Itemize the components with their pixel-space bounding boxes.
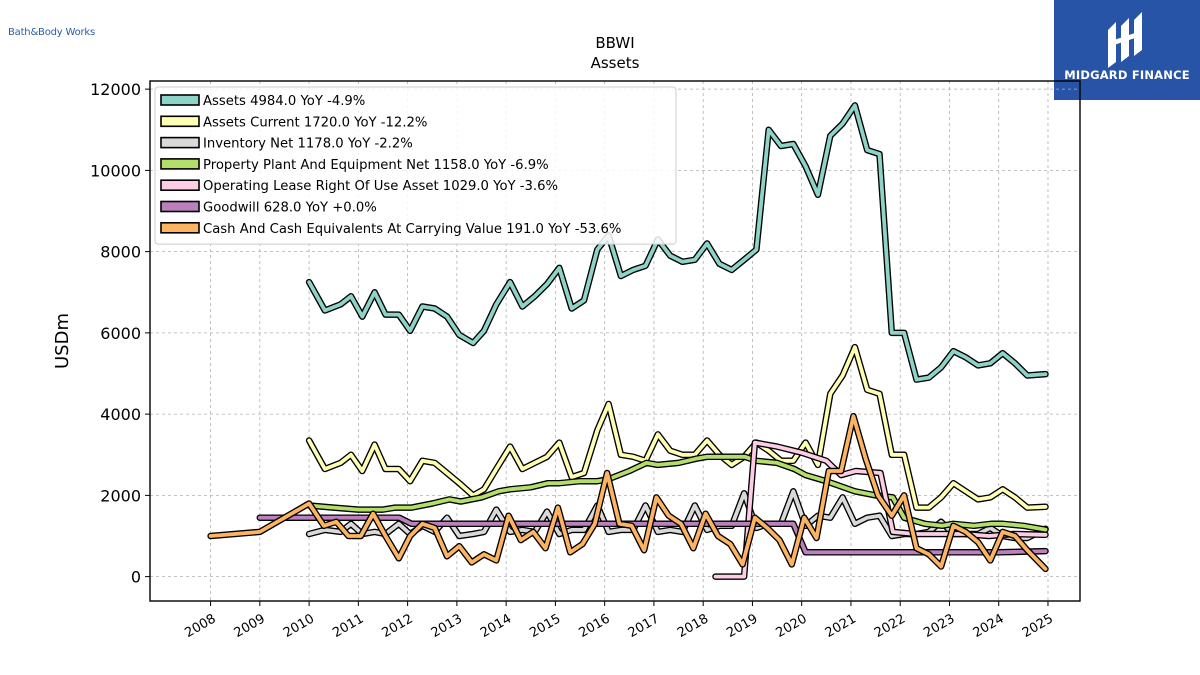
x-tick-label: 2019 (724, 611, 760, 641)
series-line-3 (305, 453, 1049, 533)
x-tick-label: 2020 (774, 611, 810, 641)
series-stroke (307, 103, 1048, 382)
legend-label: Inventory Net 1178.0 YoY -2.2% (203, 137, 413, 152)
x-tick-label: 2025 (1020, 611, 1056, 641)
series-outline (207, 412, 1049, 573)
legend-label: Assets Current 1720.0 YoY -12.2% (203, 115, 427, 130)
x-tick-label: 2014 (478, 611, 514, 641)
legend: Assets 4984.0 YoY -4.9% Assets Current 17… (154, 86, 677, 245)
x-tick-label: 2018 (675, 611, 711, 641)
publisher-logo-icon (1108, 12, 1142, 68)
company-logo-text: Bath&Body Works (8, 27, 96, 38)
legend-swatch (160, 115, 200, 128)
x-tick-label: 2021 (823, 611, 859, 641)
chart-title: BBWI (595, 34, 634, 52)
series-line-0 (305, 102, 1049, 383)
series-stroke (307, 454, 1048, 532)
x-tick-label: 2016 (576, 611, 612, 641)
x-tick-label: 2011 (330, 611, 366, 641)
legend-label: Assets 4984.0 YoY -4.9% (203, 94, 365, 109)
series-stroke (257, 515, 1048, 555)
y-tick-label: 6000 (100, 324, 141, 343)
x-tick-label: 2023 (921, 611, 957, 641)
y-tick-label: 4000 (100, 405, 141, 424)
chart-subtitle: Assets (591, 54, 640, 72)
legend-swatch (160, 200, 200, 213)
x-tick-label: 2015 (527, 611, 563, 641)
x-tick-label: 2008 (182, 611, 218, 641)
series-line-6 (207, 412, 1049, 573)
x-tick-label: 2009 (232, 611, 268, 641)
legend-box (154, 86, 677, 245)
publisher-logo: MIDGARD FINANCE (1054, 0, 1200, 100)
series-stroke (208, 414, 1048, 571)
plot-frame (149, 80, 1081, 602)
x-tick-label: 2010 (281, 611, 317, 641)
y-tick-label: 2000 (100, 486, 141, 505)
series-lines (207, 102, 1049, 580)
x-tick-label: 2012 (379, 611, 415, 641)
y-tick-label: 12000 (90, 80, 141, 99)
y-tick-label: 8000 (100, 243, 141, 262)
series-line-1 (305, 343, 1049, 511)
legend-label: Operating Lease Right Of Use Asset 1029.… (203, 179, 558, 194)
x-tick-label: 2024 (971, 611, 1007, 641)
y-tick-label: 10000 (90, 161, 141, 180)
x-tick-label: 2013 (429, 611, 465, 641)
legend-label: Cash And Cash Equivalents At Carrying Va… (203, 222, 621, 237)
series-line-5 (256, 514, 1049, 556)
legend-swatch (160, 222, 200, 234)
legend-label: Goodwill 628.0 YoY +0.0% (203, 201, 377, 216)
y-tick-label: 0 (131, 568, 141, 587)
legend-swatch (160, 179, 200, 191)
x-tick-label: 2017 (626, 611, 662, 641)
y-axis-label: USDm (52, 313, 73, 369)
x-tick-label: 2022 (872, 611, 908, 641)
legend-swatch (160, 136, 200, 149)
series-stroke (307, 345, 1048, 510)
publisher-name: MIDGARD FINANCE (1064, 68, 1190, 82)
legend-swatch (160, 158, 200, 170)
legend-label: Property Plant And Equipment Net 1158.0 … (203, 158, 549, 173)
legend-swatch (160, 94, 200, 106)
